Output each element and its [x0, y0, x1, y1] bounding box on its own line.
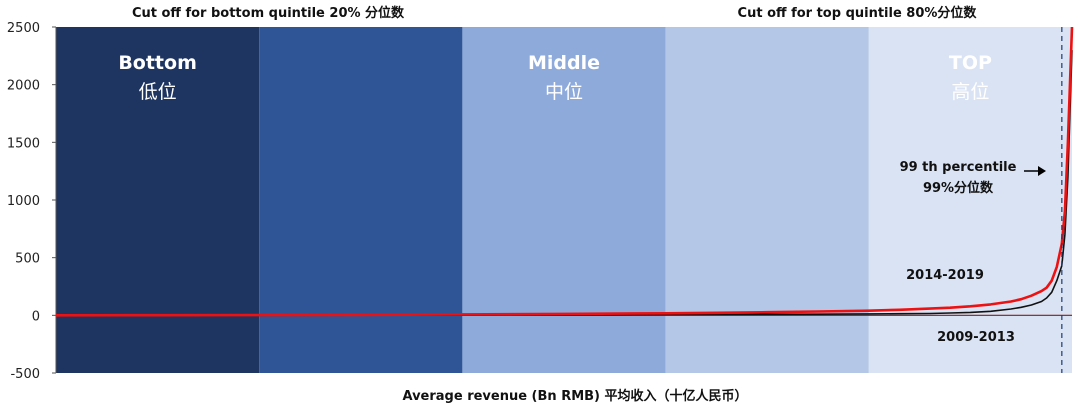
y-tick-label: 500: [15, 252, 40, 267]
y-tick-label: 2000: [7, 79, 40, 94]
band-title-top: TOP: [949, 52, 992, 74]
series-label-2014-2019: 2014-2019: [906, 268, 984, 283]
y-tick-label: 1000: [7, 194, 40, 209]
band-title-middle: Middle: [528, 52, 600, 74]
quintile-band-labels: Bottom 低位 Middle 中位 TOP 高位: [118, 52, 992, 103]
annotations: 99 th percentile 99%分位数 2014-2019 2009-2013: [900, 27, 1063, 373]
band-subtitle-bottom: 低位: [139, 81, 177, 103]
quintile-bands: [56, 27, 1072, 373]
quintile-band-3: [462, 27, 666, 373]
band-title-bottom: Bottom: [118, 52, 197, 74]
y-tick-label: -500: [10, 367, 40, 382]
quintile-band-4: [665, 27, 869, 373]
percentile-99-sublabel: 99%分位数: [923, 180, 994, 196]
y-tick-label: 1500: [7, 136, 40, 151]
bottom-quintile-cutoff-note: Cut off for bottom quintile 20% 分位数: [132, 5, 405, 21]
percentile-99-label: 99 th percentile: [900, 160, 1017, 175]
quintile-band-5: [868, 27, 1072, 373]
y-tick-label: 2500: [7, 21, 40, 36]
band-subtitle-middle: 中位: [545, 81, 583, 103]
series-lines: [55, 26, 1074, 317]
percentile-arrow-head: [1038, 166, 1046, 176]
top-quintile-cutoff-note: Cut off for top quintile 80%分位数: [738, 5, 978, 21]
x-axis-label: Average revenue (Bn RMB) 平均收入（十亿人民币）: [402, 388, 747, 404]
series-label-2009-2013: 2009-2013: [937, 330, 1015, 345]
quintile-band-1: [56, 27, 260, 373]
series-line-2014-2019: [55, 26, 1074, 317]
band-subtitle-top: 高位: [951, 81, 989, 103]
y-tick-label: 0: [32, 309, 40, 324]
quintile-band-2: [259, 27, 463, 373]
